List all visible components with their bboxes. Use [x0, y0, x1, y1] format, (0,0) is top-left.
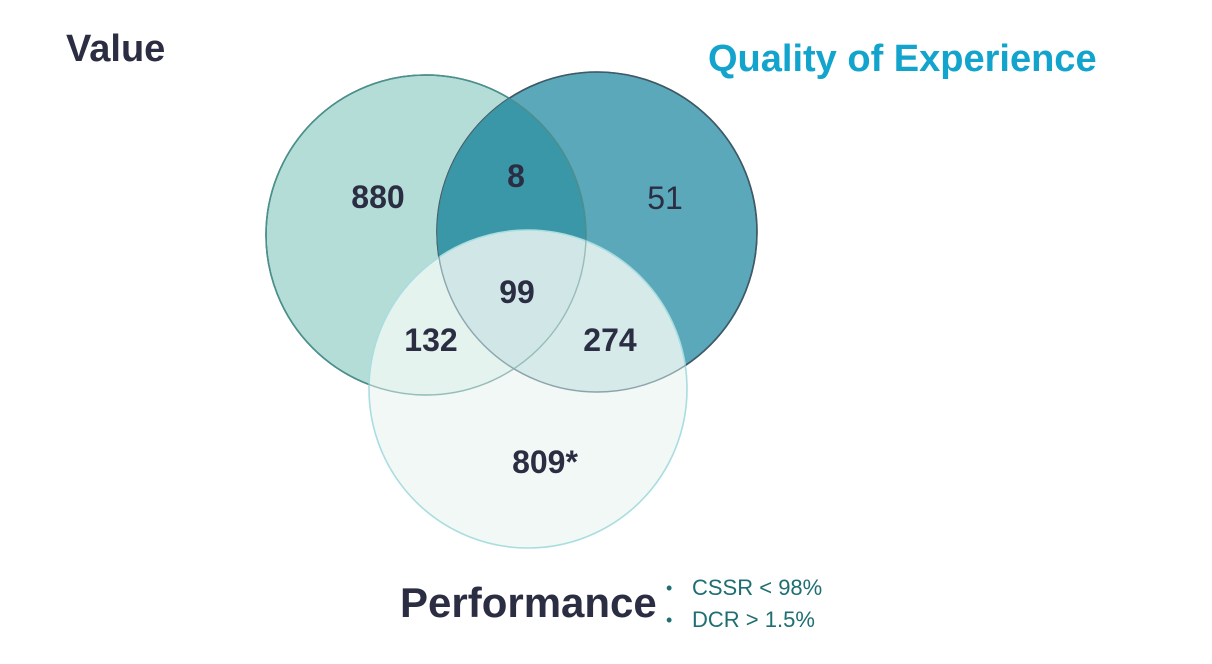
performance-circle	[368, 229, 688, 549]
performance-criteria-list: CSSR < 98% DCR > 1.5%	[666, 572, 822, 636]
qoe-only-count: 51	[647, 180, 683, 216]
qoe-set-label: Quality of Experience	[708, 38, 1097, 80]
value-only-count: 880	[351, 179, 405, 215]
criteria-item-dcr: DCR > 1.5%	[666, 604, 822, 636]
value-inner-outline	[265, 74, 587, 396]
value-set-label: Value	[66, 28, 166, 70]
performance-set-label: Performance	[400, 579, 657, 626]
performance-only-count: 809*	[512, 444, 578, 480]
qoe-inner-outline	[436, 71, 758, 393]
qoe-performance-count: 274	[583, 322, 637, 358]
value-performance-count: 132	[404, 322, 458, 358]
value-qoe-count: 8	[507, 158, 525, 194]
criteria-item-cssr: CSSR < 98%	[666, 572, 822, 604]
all-three-count: 99	[499, 274, 535, 310]
